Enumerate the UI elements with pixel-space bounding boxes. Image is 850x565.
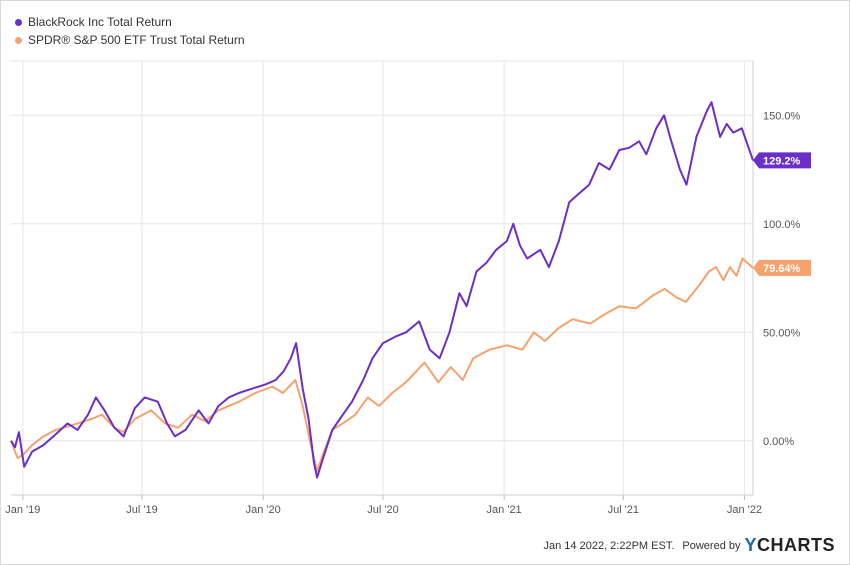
legend-item-spy[interactable]: SPDR® S&P 500 ETF Trust Total Return [15,31,245,49]
x-tick-label: Jan '22 [727,504,762,516]
footer: Jan 14 2022, 2:22PM EST. Powered by YCHA… [544,535,835,556]
series-line-0[interactable] [10,101,754,479]
end-value-badge-0: 129.2% [753,152,811,169]
legend: BlackRock Inc Total Return SPDR® S&P 500… [15,13,245,49]
end-value-label: 79.64% [763,263,801,275]
powered-by-label: Powered by [682,539,741,552]
y-tick-label: 50.00% [763,327,801,339]
legend-label-spy: SPDR® S&P 500 ETF Trust Total Return [28,33,245,47]
end-value-badge-1: 79.64% [753,259,811,276]
timestamp: Jan 14 2022, 2:22PM EST. [543,539,675,552]
grid [11,60,754,500]
x-tick-label: Jan '20 [246,504,281,516]
ycharts-logo[interactable]: YCHARTS [744,535,835,555]
legend-label-blackrock: BlackRock Inc Total Return [28,15,172,29]
y-tick-label: 100.0% [763,219,801,231]
x-tick-label: Jan '21 [487,504,522,516]
legend-dot-spy [15,36,22,44]
x-tick-label: Jul '19 [126,504,157,516]
axis-labels: 0.00% 50.00% 100.0% 150.0% Jan '19 Jul '19 Jan… [5,110,811,516]
series-line-1[interactable] [10,257,754,473]
legend-dot-blackrock [15,18,22,26]
series-lines [10,101,754,479]
x-tick-label: Jul '20 [367,504,398,516]
end-value-label: 129.2% [763,155,801,167]
y-tick-label: 150.0% [763,110,801,122]
x-tick-label: Jan '19 [5,504,40,516]
y-tick-label: 0.00% [763,436,794,448]
x-tick-label: Jul '21 [608,504,639,516]
legend-item-blackrock[interactable]: BlackRock Inc Total Return [15,13,245,31]
